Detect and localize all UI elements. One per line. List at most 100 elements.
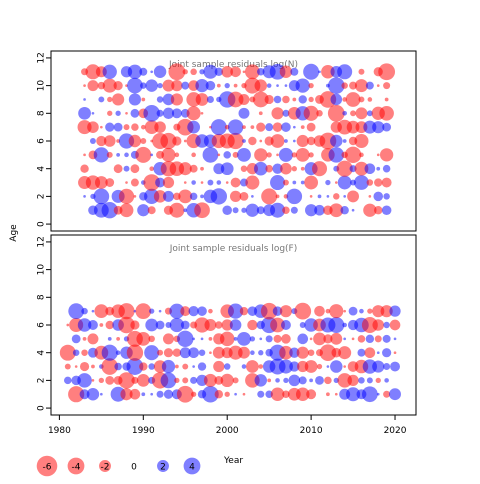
residual-point [124, 152, 129, 158]
residual-point [345, 92, 361, 107]
residual-point [198, 349, 206, 356]
residual-point [382, 334, 391, 343]
residual-point [272, 163, 283, 174]
residual-point [303, 63, 320, 80]
residual-point [372, 305, 385, 318]
residual-point [313, 332, 326, 346]
residual-point [349, 81, 358, 90]
residual-point [194, 202, 210, 219]
legend-label: -6 [43, 463, 52, 473]
y-tick-label: 6 [37, 138, 47, 144]
residual-point [341, 82, 348, 89]
y-tick-label: 2 [37, 378, 47, 384]
residual-point [325, 308, 331, 314]
residual-point [87, 80, 99, 92]
residual-point [179, 347, 191, 359]
residual-point [361, 317, 378, 333]
residual-point [376, 153, 380, 157]
residual-point [241, 207, 247, 213]
residual-point [115, 350, 121, 355]
residual-point [207, 179, 214, 186]
residual-point [357, 348, 366, 357]
residual-point [238, 93, 250, 105]
residual-point [279, 305, 293, 318]
residual-point [125, 111, 128, 115]
residual-point [123, 124, 130, 131]
x-axis-label: Year [223, 456, 243, 466]
residual-point [216, 180, 222, 185]
residual-point [195, 78, 209, 93]
residual-point [114, 362, 122, 371]
residual-point [83, 195, 86, 198]
residual-point [248, 136, 257, 146]
residual-point [343, 195, 347, 198]
residual-point [351, 337, 355, 341]
residual-point [161, 147, 176, 162]
residual-point [83, 153, 86, 157]
residual-point [282, 390, 290, 398]
residual-point [182, 377, 189, 384]
residual-point [188, 347, 199, 359]
residual-point [256, 206, 265, 215]
residual-point [309, 378, 313, 383]
residual-point [86, 388, 100, 401]
residual-point [299, 322, 306, 328]
panel-residuals-logN: 0 2 4 6 8 10 12 Joint sample residuals log(N) [37, 50, 417, 232]
residual-point [130, 164, 140, 174]
residual-point [163, 348, 174, 358]
residual-point [140, 124, 146, 130]
residual-point [91, 111, 95, 115]
residual-point [383, 390, 391, 398]
residual-point [354, 133, 369, 149]
residual-point [221, 319, 233, 331]
residual-point [91, 309, 95, 313]
residual-point [384, 378, 389, 383]
residual-point [247, 319, 258, 331]
residual-point [144, 120, 159, 135]
residual-point [367, 97, 373, 102]
residual-point [389, 305, 401, 317]
residual-point [194, 317, 210, 333]
residual-point [136, 331, 151, 346]
residual-point [210, 188, 228, 205]
residual-point [169, 303, 185, 319]
residual-point [294, 302, 312, 320]
residual-point [282, 95, 290, 104]
residual-point [306, 122, 316, 132]
residual-point [233, 336, 238, 341]
residual-point [289, 347, 300, 358]
residual-point [297, 333, 309, 345]
residual-point [77, 120, 92, 135]
residual-point [119, 203, 134, 218]
residual-point [139, 362, 148, 371]
residual-point [174, 377, 180, 384]
y-tick-label: 2 [37, 194, 47, 200]
residual-point [149, 166, 154, 171]
residual-point [330, 134, 343, 148]
residual-point [315, 375, 324, 385]
residual-point [204, 319, 217, 331]
residual-point [64, 363, 71, 370]
residual-point [348, 306, 358, 316]
residual-point [99, 323, 104, 327]
residual-point [157, 82, 163, 89]
residual-point [308, 82, 314, 89]
residual-point [330, 93, 343, 106]
residual-point [130, 320, 140, 330]
residual-point [282, 109, 290, 117]
y-tick-label: 12 [37, 236, 47, 247]
residual-point [214, 390, 224, 399]
panel-residuals-logF: 0 2 4 6 8 10 12 Joint sample residuals log(F) 19… [37, 234, 417, 436]
residual-point [105, 178, 115, 187]
residual-point [372, 121, 385, 134]
residual-point [270, 317, 285, 333]
residual-point [91, 379, 95, 382]
residual-point [155, 177, 166, 188]
residual-point [118, 372, 135, 389]
residual-point [351, 208, 355, 212]
residual-point [316, 110, 323, 117]
residual-point [242, 125, 246, 130]
residual-point [254, 374, 267, 387]
residual-point [364, 347, 376, 359]
